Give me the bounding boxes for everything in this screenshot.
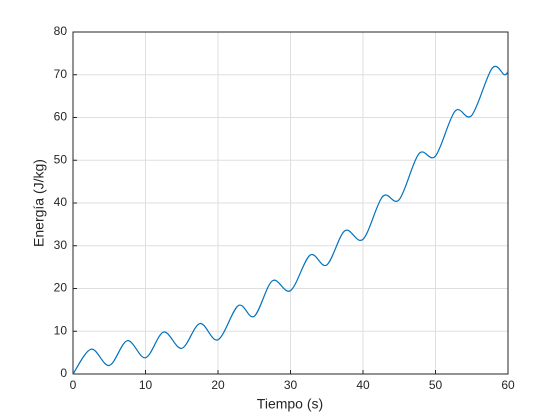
data-line xyxy=(72,65,509,375)
x-tick-label: 50 xyxy=(429,378,443,392)
x-tick-label: 0 xyxy=(70,378,77,392)
y-tick-label: 60 xyxy=(54,110,68,124)
y-tick-label: 80 xyxy=(54,24,68,38)
y-axis-label: Energía (J/kg) xyxy=(31,159,47,247)
x-tick-label: 30 xyxy=(284,378,298,392)
x-tick-label: 10 xyxy=(139,378,153,392)
y-tick-label: 40 xyxy=(54,195,68,209)
x-tick-label: 60 xyxy=(501,378,515,392)
y-tick-label: 0 xyxy=(60,366,67,380)
x-axis-label: Tiempo (s) xyxy=(257,396,323,412)
y-tick-label: 10 xyxy=(54,323,68,337)
y-tick-label: 30 xyxy=(54,238,68,252)
y-tick-label: 20 xyxy=(54,281,68,295)
axes-box xyxy=(72,31,509,375)
x-tick-label: 40 xyxy=(356,378,370,392)
y-tick-label: 70 xyxy=(54,67,68,81)
y-tick-label: 50 xyxy=(54,152,68,166)
x-tick-label: 20 xyxy=(211,378,225,392)
